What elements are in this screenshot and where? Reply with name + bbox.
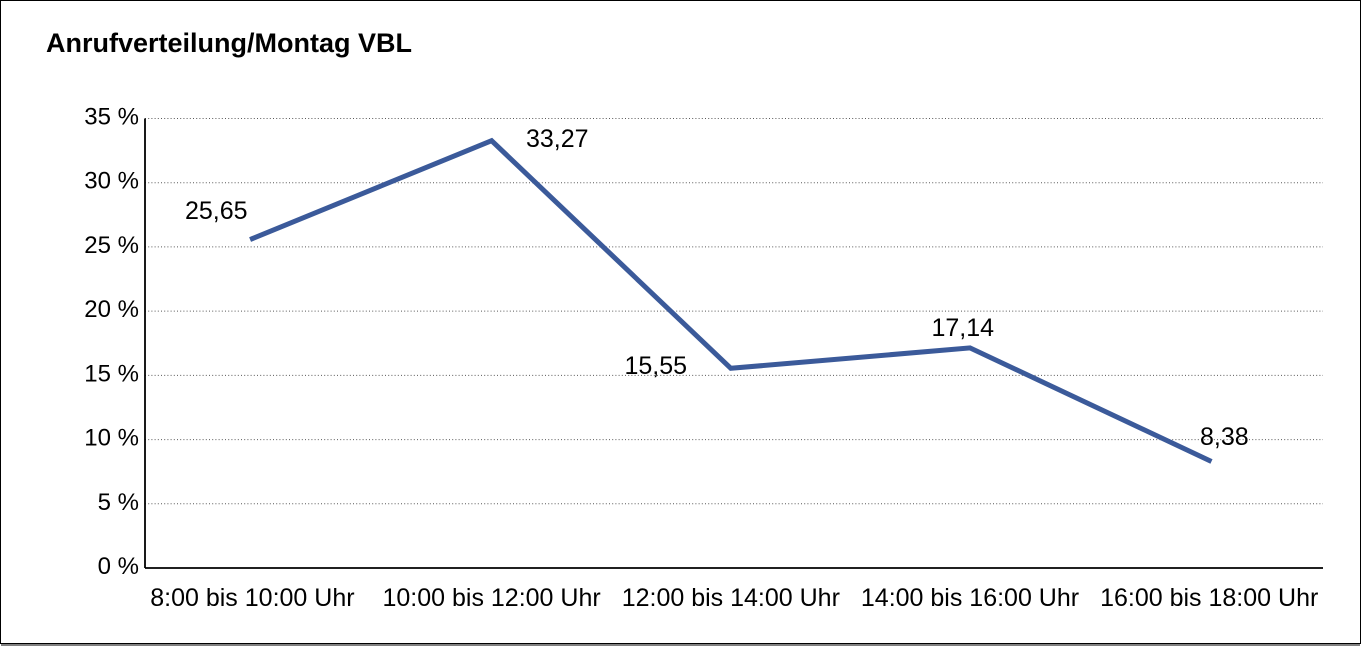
svg-text:30 %: 30 % xyxy=(84,168,139,195)
svg-text:5 %: 5 % xyxy=(98,489,139,516)
svg-text:8:00 bis 10:00 Uhr: 8:00 bis 10:00 Uhr xyxy=(150,584,354,612)
svg-text:10:00 bis 12:00 Uhr: 10:00 bis 12:00 Uhr xyxy=(382,584,600,612)
svg-text:17,14: 17,14 xyxy=(931,314,994,342)
svg-text:12:00 bis 14:00 Uhr: 12:00 bis 14:00 Uhr xyxy=(622,584,840,612)
svg-text:15,55: 15,55 xyxy=(624,352,687,380)
svg-text:0 %: 0 % xyxy=(98,553,139,580)
svg-text:14:00 bis 16:00 Uhr: 14:00 bis 16:00 Uhr xyxy=(861,584,1079,612)
svg-text:16:00 bis 18:00 Uhr: 16:00 bis 18:00 Uhr xyxy=(1100,584,1318,612)
svg-text:35 %: 35 % xyxy=(84,104,139,131)
svg-text:20 %: 20 % xyxy=(84,296,139,323)
svg-text:25 %: 25 % xyxy=(84,232,139,259)
svg-text:10 %: 10 % xyxy=(84,425,139,452)
svg-text:15 %: 15 % xyxy=(84,360,139,387)
svg-text:33,27: 33,27 xyxy=(526,125,589,153)
svg-text:25,65: 25,65 xyxy=(185,197,248,225)
svg-text:8,38: 8,38 xyxy=(1200,423,1249,451)
